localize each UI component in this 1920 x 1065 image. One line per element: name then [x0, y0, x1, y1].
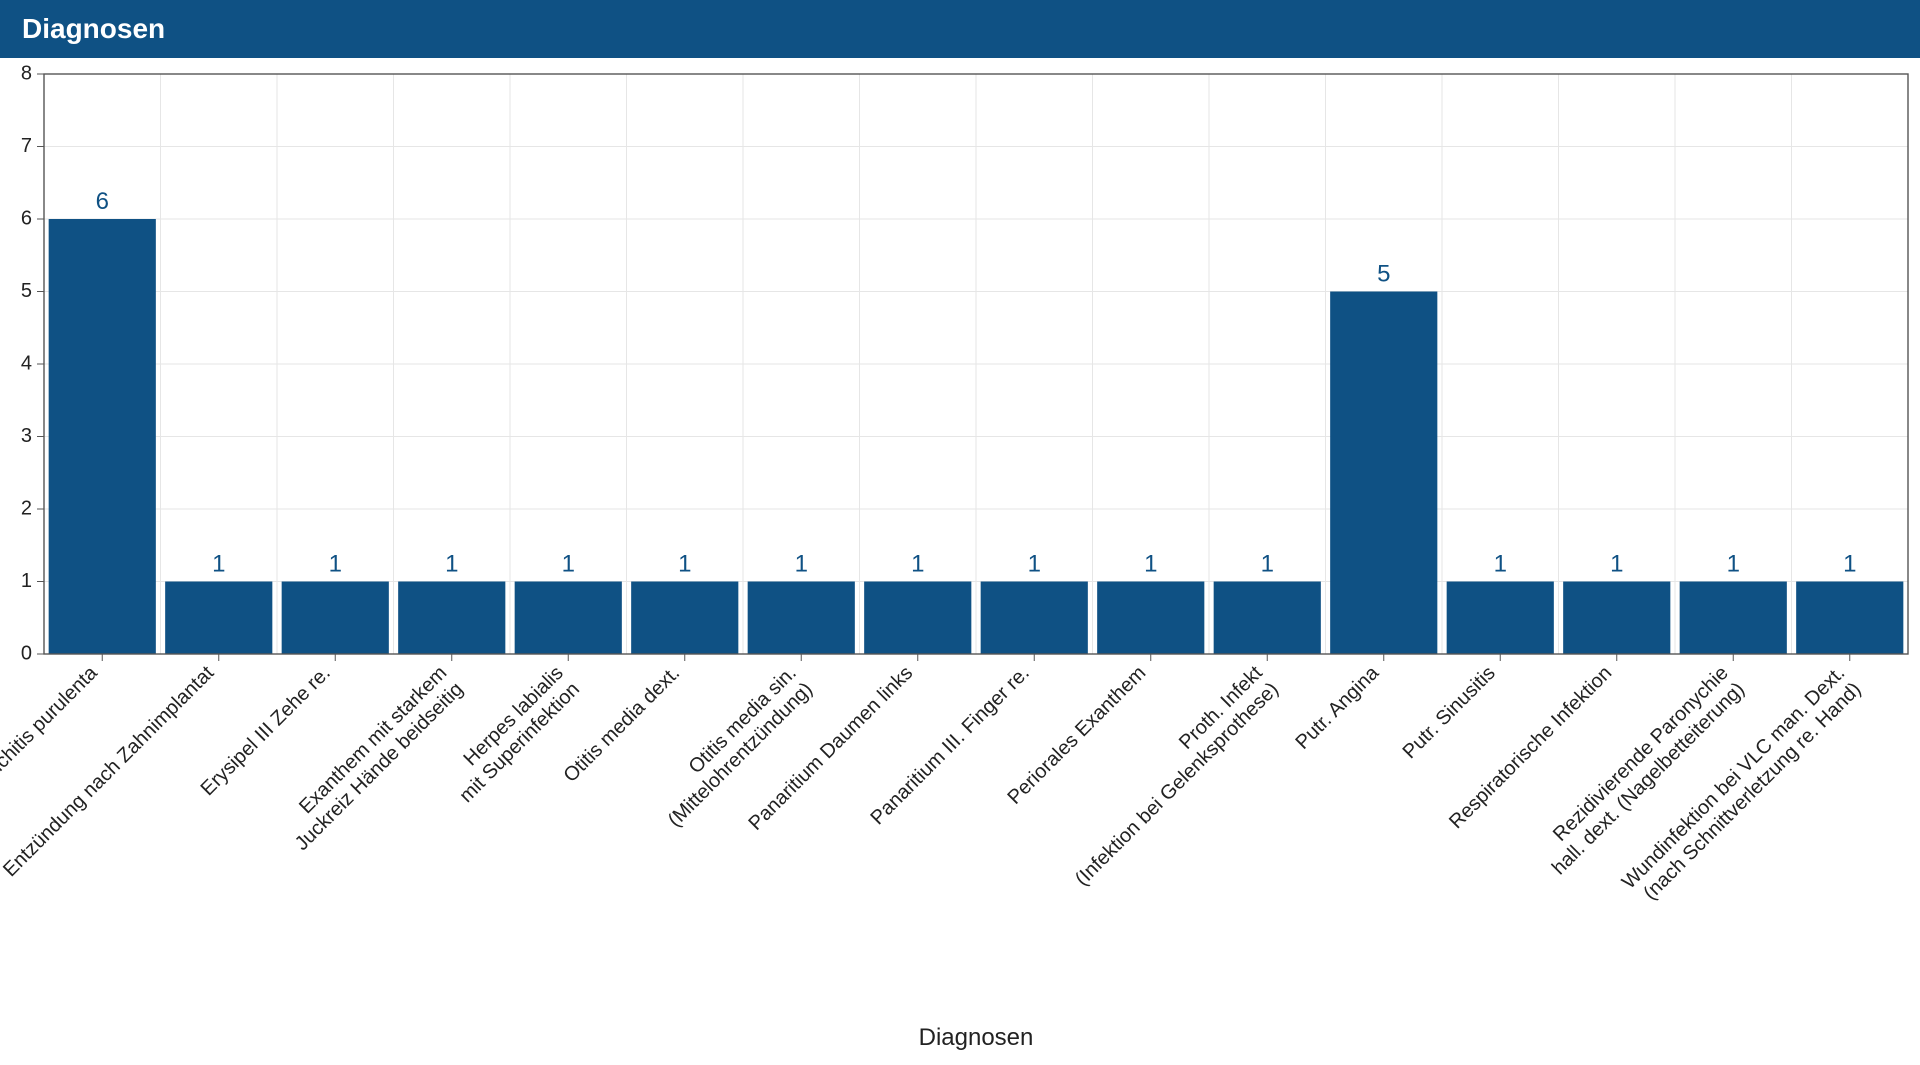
bar	[165, 582, 272, 655]
bar	[1214, 582, 1321, 655]
bar	[864, 582, 971, 655]
x-tick-label: Erysipel III Zehe re.	[197, 662, 335, 800]
bar-value-label: 1	[212, 551, 225, 578]
bar-value-label: 1	[562, 551, 575, 578]
bar	[631, 582, 738, 655]
bar	[981, 582, 1088, 655]
bar	[1330, 292, 1437, 655]
bar	[1563, 582, 1670, 655]
bar-chart: 0123456786Bronchitis purulenta1Entzündun…	[0, 58, 1920, 1065]
x-tick-label: Putr. Angina	[1291, 661, 1383, 753]
x-tick-label: Entzündung nach Zahnimplantat	[0, 662, 219, 882]
y-tick-label: 6	[21, 207, 32, 229]
bar	[1447, 582, 1554, 655]
bar	[1796, 582, 1903, 655]
bar-value-label: 1	[445, 551, 458, 578]
bar-value-label: 1	[1727, 551, 1740, 578]
x-tick-label: Herpes labialismit Superinfektion	[439, 662, 584, 807]
bar-value-label: 1	[1261, 551, 1274, 578]
bar	[515, 582, 622, 655]
bar-value-label: 1	[329, 551, 342, 578]
x-tick-label: Putr. Sinusitis	[1399, 662, 1500, 763]
bar	[282, 582, 389, 655]
y-tick-label: 3	[21, 425, 32, 447]
bar-value-label: 1	[1144, 551, 1157, 578]
y-tick-label: 8	[21, 62, 32, 84]
bar	[748, 582, 855, 655]
x-tick-label: Rezidivierende Paronychiehall. dext. (Na…	[1532, 662, 1749, 879]
y-tick-label: 1	[21, 570, 32, 592]
panel-header: Diagnosen	[0, 0, 1920, 58]
bar-value-label: 1	[1028, 551, 1041, 578]
bar	[1680, 582, 1787, 655]
y-tick-label: 5	[21, 280, 32, 302]
bar-value-label: 6	[96, 188, 109, 215]
y-tick-label: 7	[21, 135, 32, 157]
x-tick-label: Proth. Infekt(Infektion bei Gelenksproth…	[1055, 662, 1284, 891]
x-tick-label: Otitis media dext.	[559, 662, 684, 787]
bar-value-label: 1	[678, 551, 691, 578]
chart-area: 0123456786Bronchitis purulenta1Entzündun…	[0, 58, 1920, 1065]
y-tick-label: 2	[21, 497, 32, 519]
bar	[49, 219, 156, 654]
bar	[398, 582, 505, 655]
panel-title: Diagnosen	[22, 13, 165, 45]
bar-value-label: 5	[1377, 261, 1390, 288]
bar-value-label: 1	[911, 551, 924, 578]
bar-value-label: 1	[1610, 551, 1623, 578]
y-tick-label: 0	[21, 642, 32, 664]
x-axis-title: Diagnosen	[919, 1024, 1034, 1051]
diagnosis-panel: Diagnosen 0123456786Bronchitis purulenta…	[0, 0, 1920, 1065]
bar-value-label: 1	[1843, 551, 1856, 578]
bar-value-label: 1	[795, 551, 808, 578]
bar-value-label: 1	[1494, 551, 1507, 578]
y-tick-label: 4	[21, 352, 32, 374]
bar	[1097, 582, 1204, 655]
